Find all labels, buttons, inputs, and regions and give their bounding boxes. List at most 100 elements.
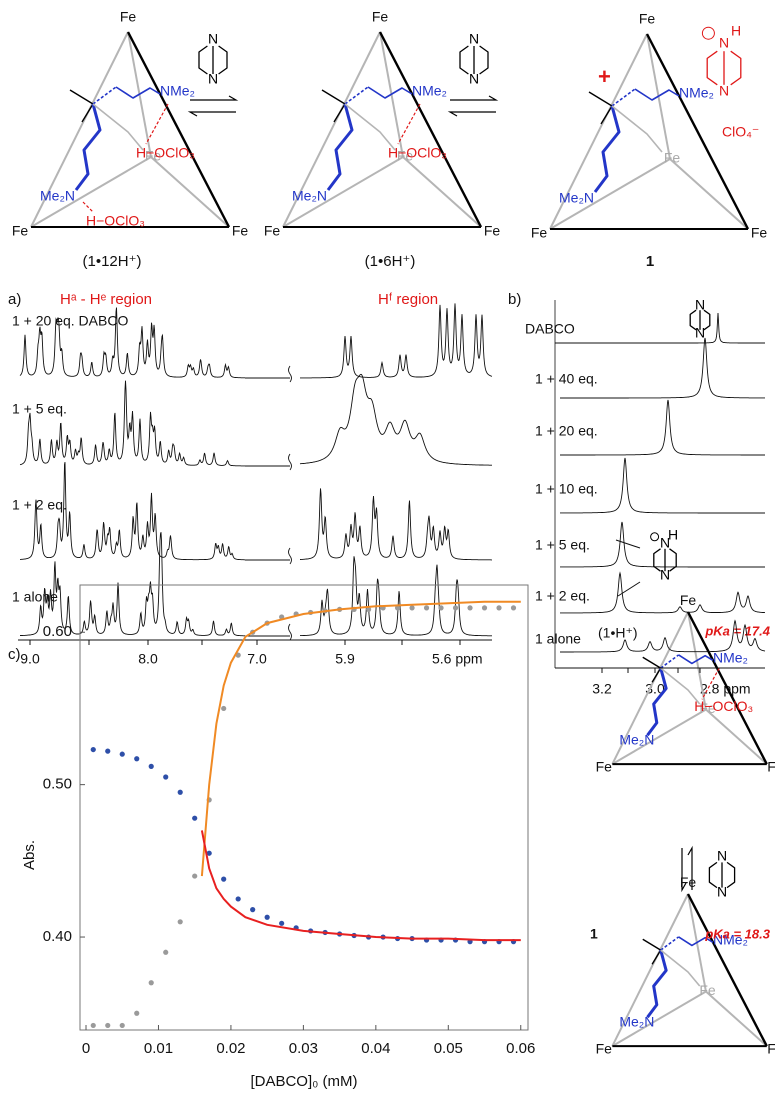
bond xyxy=(706,50,718,86)
atom-label: N xyxy=(469,31,479,47)
fit-line xyxy=(200,830,521,942)
data-point xyxy=(510,605,517,611)
fe-label: Fe xyxy=(372,9,389,25)
bond xyxy=(82,201,94,213)
plot-frame xyxy=(79,584,529,1031)
data-point xyxy=(409,605,415,611)
bond xyxy=(705,708,768,765)
amine-label: NMe₂ xyxy=(160,83,195,99)
spectrum xyxy=(299,373,492,466)
bond xyxy=(115,86,161,99)
spectrum xyxy=(300,303,493,379)
fe-label: Fe xyxy=(699,982,716,998)
amine-label: Me₂N xyxy=(619,731,654,747)
axis-label: 5.6 ppm xyxy=(432,651,483,667)
bond xyxy=(730,50,742,86)
x-tick-label: 0.04 xyxy=(361,1040,390,1057)
fe-label: Fe xyxy=(264,223,281,239)
data-point xyxy=(264,914,270,920)
atom-label: N xyxy=(469,71,479,87)
data-point xyxy=(394,605,401,611)
fe-label: Fe xyxy=(397,148,414,164)
bond xyxy=(321,89,346,105)
complex-label: (1•6H⁺) xyxy=(365,253,416,270)
axis-label: 5.9 xyxy=(335,651,355,667)
bond xyxy=(678,936,714,947)
axis-break xyxy=(288,547,292,565)
charge xyxy=(701,26,715,40)
bond xyxy=(646,667,668,737)
fe-label: Fe xyxy=(639,11,656,27)
trace-label: 1 + 5 eq. xyxy=(12,401,67,417)
atom-label: N xyxy=(660,535,670,551)
bond xyxy=(651,949,662,965)
bond xyxy=(549,33,648,230)
data-point xyxy=(148,763,154,769)
y-axis-title: Abs. xyxy=(21,840,38,870)
amine-label: NMe₂ xyxy=(713,650,748,666)
bond xyxy=(703,309,711,331)
acid-label: H−OClO₃ xyxy=(388,145,447,161)
bond xyxy=(660,936,680,951)
x-tick-label: 0.06 xyxy=(506,1040,535,1057)
y-tick-label: 0.40 xyxy=(43,928,72,945)
data-point xyxy=(365,606,372,612)
bond xyxy=(30,31,129,228)
spectrum xyxy=(300,488,492,561)
complex-label: 1 xyxy=(590,926,598,942)
fe-label: Fe xyxy=(767,1041,775,1057)
acid-label: H−OClO₃ xyxy=(694,698,753,714)
bond xyxy=(701,667,720,700)
spectrum xyxy=(560,571,765,614)
x-tick-label: 0.05 xyxy=(434,1040,463,1057)
bond xyxy=(726,861,736,889)
bond xyxy=(611,708,707,765)
data-point xyxy=(423,605,430,611)
x-axis-title: [DABCO]₀ (mM) xyxy=(250,1073,357,1090)
atom-label: H xyxy=(731,23,741,39)
bond xyxy=(689,309,697,331)
atom-label: N xyxy=(208,71,218,87)
bond xyxy=(686,893,768,1047)
data-point xyxy=(467,605,473,611)
x-tick-label: 0.02 xyxy=(216,1040,245,1057)
fe-label: Fe xyxy=(664,150,681,166)
atom-label: N xyxy=(208,31,218,47)
axis-label: 8.0 xyxy=(138,651,158,667)
atom-label: N xyxy=(717,884,727,900)
charge xyxy=(650,532,660,542)
bond xyxy=(593,105,621,193)
fe-label: Fe xyxy=(145,148,162,164)
bond xyxy=(653,548,661,572)
fe-label: Fe xyxy=(767,759,775,775)
counterion: ClO₄⁻ xyxy=(722,124,759,140)
bond xyxy=(660,654,680,669)
trace-label: 1 + 20 eq. xyxy=(535,423,598,439)
data-point xyxy=(192,873,198,879)
data-point xyxy=(134,756,140,762)
data-point xyxy=(452,605,459,611)
bond xyxy=(660,949,701,987)
data-point xyxy=(192,815,198,821)
data-point xyxy=(206,850,212,856)
pointer xyxy=(615,539,641,597)
amine-label: Me₂N xyxy=(559,190,594,206)
pka-label: pKa = 18.3 xyxy=(704,926,770,941)
bond xyxy=(549,158,671,230)
spectrum xyxy=(19,307,245,379)
bond xyxy=(660,667,701,705)
atom-label: N xyxy=(660,567,670,583)
region-label: Hᶠ region xyxy=(378,291,438,308)
bond xyxy=(218,45,228,75)
bond xyxy=(69,89,94,105)
data-point xyxy=(90,746,96,753)
axis-break xyxy=(288,365,292,383)
axis-break xyxy=(288,453,292,471)
fe-label: Fe xyxy=(120,9,137,25)
plus: + xyxy=(598,64,611,89)
amine-label: NMe₂ xyxy=(679,85,714,101)
fe-label: Fe xyxy=(680,592,697,608)
bond xyxy=(198,45,208,75)
bond xyxy=(479,45,489,75)
